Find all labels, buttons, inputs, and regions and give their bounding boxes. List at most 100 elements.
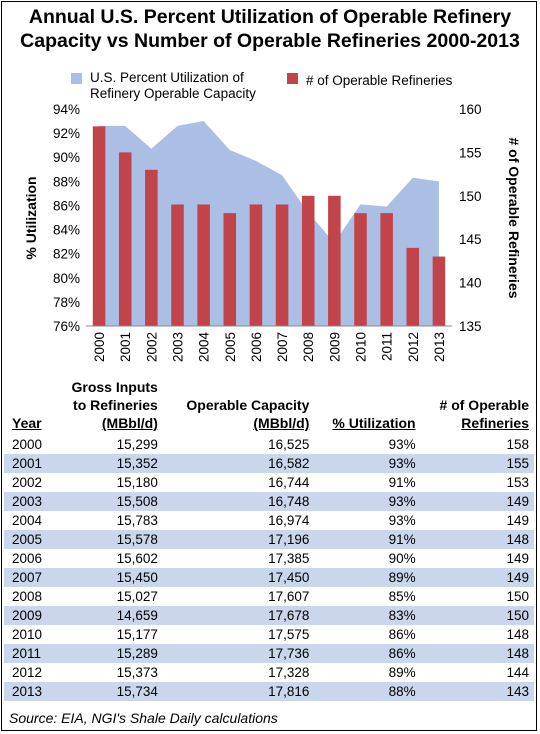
x-axis: 2000 2001 2002 2003 2004 2005 2006 2007 2008 2009…	[92, 332, 447, 363]
table-row: 2010 15,177 17,575 86% 148	[4, 625, 534, 644]
cell-value: 93%	[388, 437, 416, 452]
cell-year: 2010	[12, 627, 43, 642]
table-row: 2000 15,299 16,525 93% 158	[4, 435, 534, 454]
x-tick-label: 2012	[406, 332, 421, 362]
y2-tick-label: 140	[459, 276, 482, 291]
bar-2008	[301, 195, 315, 326]
cell-value: 17,575	[268, 627, 310, 642]
header-operable-capacity: Operable Capacity (MBbl/d)	[186, 397, 310, 431]
cell-value: 89%	[314, 568, 421, 587]
cell-value: 17,816	[162, 682, 315, 701]
cell-value: 91%	[314, 530, 421, 549]
cell-value: 86%	[388, 627, 416, 642]
y-tick-label: 80%	[53, 271, 80, 286]
cell-value: 148	[506, 627, 529, 642]
cell-value: 153	[506, 475, 529, 490]
y-tick-label: 76%	[53, 319, 80, 334]
cell-value: 143	[420, 682, 534, 701]
bar-2002	[145, 169, 158, 326]
y2-tick-label: 150	[459, 189, 482, 204]
y2-tick-label: 135	[459, 319, 482, 334]
y2-axis-title: # of Operable Refineries	[506, 137, 522, 298]
y-tick-label: 86%	[53, 198, 80, 213]
cell-year: 2007	[4, 568, 54, 587]
cell-value: 15,373	[116, 665, 158, 680]
cell-value: 17,736	[162, 644, 315, 663]
cell-value: 158	[506, 437, 529, 452]
y2-tick-label: 160	[459, 102, 482, 117]
cell-year: 2008	[12, 589, 43, 604]
bar-2000	[92, 126, 106, 326]
combo-chart: U.S. Percent Utilization of Refinery Ope…	[23, 70, 522, 363]
bar-2003	[171, 204, 184, 326]
utilization-area	[99, 121, 439, 326]
cell-value: 83%	[314, 606, 421, 625]
y-tick-label: 78%	[53, 295, 80, 310]
bar-2013	[432, 256, 446, 326]
cell-year: 2006	[12, 551, 43, 566]
x-tick-label: 2003	[171, 332, 186, 362]
cell-value: 15,352	[53, 454, 163, 473]
table-row: 2004 15,783 16,974 93% 149	[4, 511, 534, 530]
cell-value: 15,027	[116, 589, 158, 604]
table-header-row: Year Gross Inputs to Refineries (MBbl/d)…	[4, 378, 534, 435]
bar-2011	[380, 213, 393, 326]
legend-label-utilization-line2: Refinery Operable Capacity	[90, 86, 256, 101]
cell-year: 2013	[4, 682, 54, 701]
cell-value: 85%	[388, 589, 416, 604]
cell-value: 16,525	[268, 437, 310, 452]
cell-value: 17,450	[162, 568, 315, 587]
cell-year: 2001	[4, 454, 54, 473]
cell-value: 148	[420, 644, 534, 663]
cell-value: 15,289	[53, 644, 163, 663]
cell-year: 2002	[12, 475, 43, 490]
cell-value: 15,508	[53, 492, 163, 511]
y2-tick-label: 145	[459, 232, 482, 247]
cell-value: 93%	[314, 454, 421, 473]
y-tick-label: 92%	[53, 126, 80, 141]
x-tick-label: 2009	[327, 332, 342, 362]
cell-value: 15,578	[53, 530, 163, 549]
cell-year: 2012	[12, 665, 43, 680]
cell-value: 91%	[388, 475, 416, 490]
cell-value: 17,607	[268, 589, 310, 604]
y-tick-label: 94%	[53, 102, 80, 117]
table-row: 2012 15,373 17,328 89% 144	[4, 663, 534, 682]
data-table: Year Gross Inputs to Refineries (MBbl/d)…	[4, 378, 534, 701]
header-year: Year	[12, 415, 42, 431]
bar-2012	[406, 247, 420, 326]
cell-value: 16,582	[162, 454, 315, 473]
bar-2010	[354, 213, 367, 326]
y2-tick-label: 155	[459, 145, 482, 160]
cell-value: 155	[420, 454, 534, 473]
bar-2001	[118, 152, 132, 326]
chart-title-line2: Capacity vs Number of Operable Refinerie…	[20, 30, 520, 52]
cell-value: 144	[506, 665, 529, 680]
right-y-axis: 160 155 150 145 140 135	[459, 102, 482, 334]
table-row: 2002 15,180 16,744 91% 153	[4, 473, 534, 492]
cell-value: 90%	[388, 551, 416, 566]
utilization-area-series	[99, 121, 439, 326]
x-tick-label: 2007	[275, 332, 290, 362]
cell-value: 149	[420, 492, 534, 511]
cell-year: 2009	[4, 606, 54, 625]
table-row: 2007 15,450 17,450 89% 149	[4, 568, 534, 587]
x-tick-label: 2001	[118, 332, 133, 362]
cell-year: 2011	[4, 644, 54, 663]
legend-swatch-utilization	[71, 73, 82, 84]
cell-value: 93%	[314, 492, 421, 511]
y-tick-label: 90%	[53, 150, 80, 165]
cell-value: 15,299	[116, 437, 158, 452]
cell-value: 89%	[388, 665, 416, 680]
x-tick-label: 2013	[432, 332, 447, 362]
table-row: 2011 15,289 17,736 86% 148	[4, 644, 534, 663]
chart-title-line1: Annual U.S. Percent Utilization of Opera…	[28, 6, 512, 28]
x-tick-label: 2002	[144, 332, 159, 362]
x-tick-label: 2000	[92, 332, 107, 362]
legend-label-utilization-line1: U.S. Percent Utilization of	[90, 70, 244, 85]
bar-2004	[197, 204, 210, 326]
cell-value: 16,748	[162, 492, 315, 511]
cell-value: 86%	[314, 644, 421, 663]
x-tick-label: 2011	[380, 332, 395, 361]
table-row: 2003 15,508 16,748 93% 149	[4, 492, 534, 511]
